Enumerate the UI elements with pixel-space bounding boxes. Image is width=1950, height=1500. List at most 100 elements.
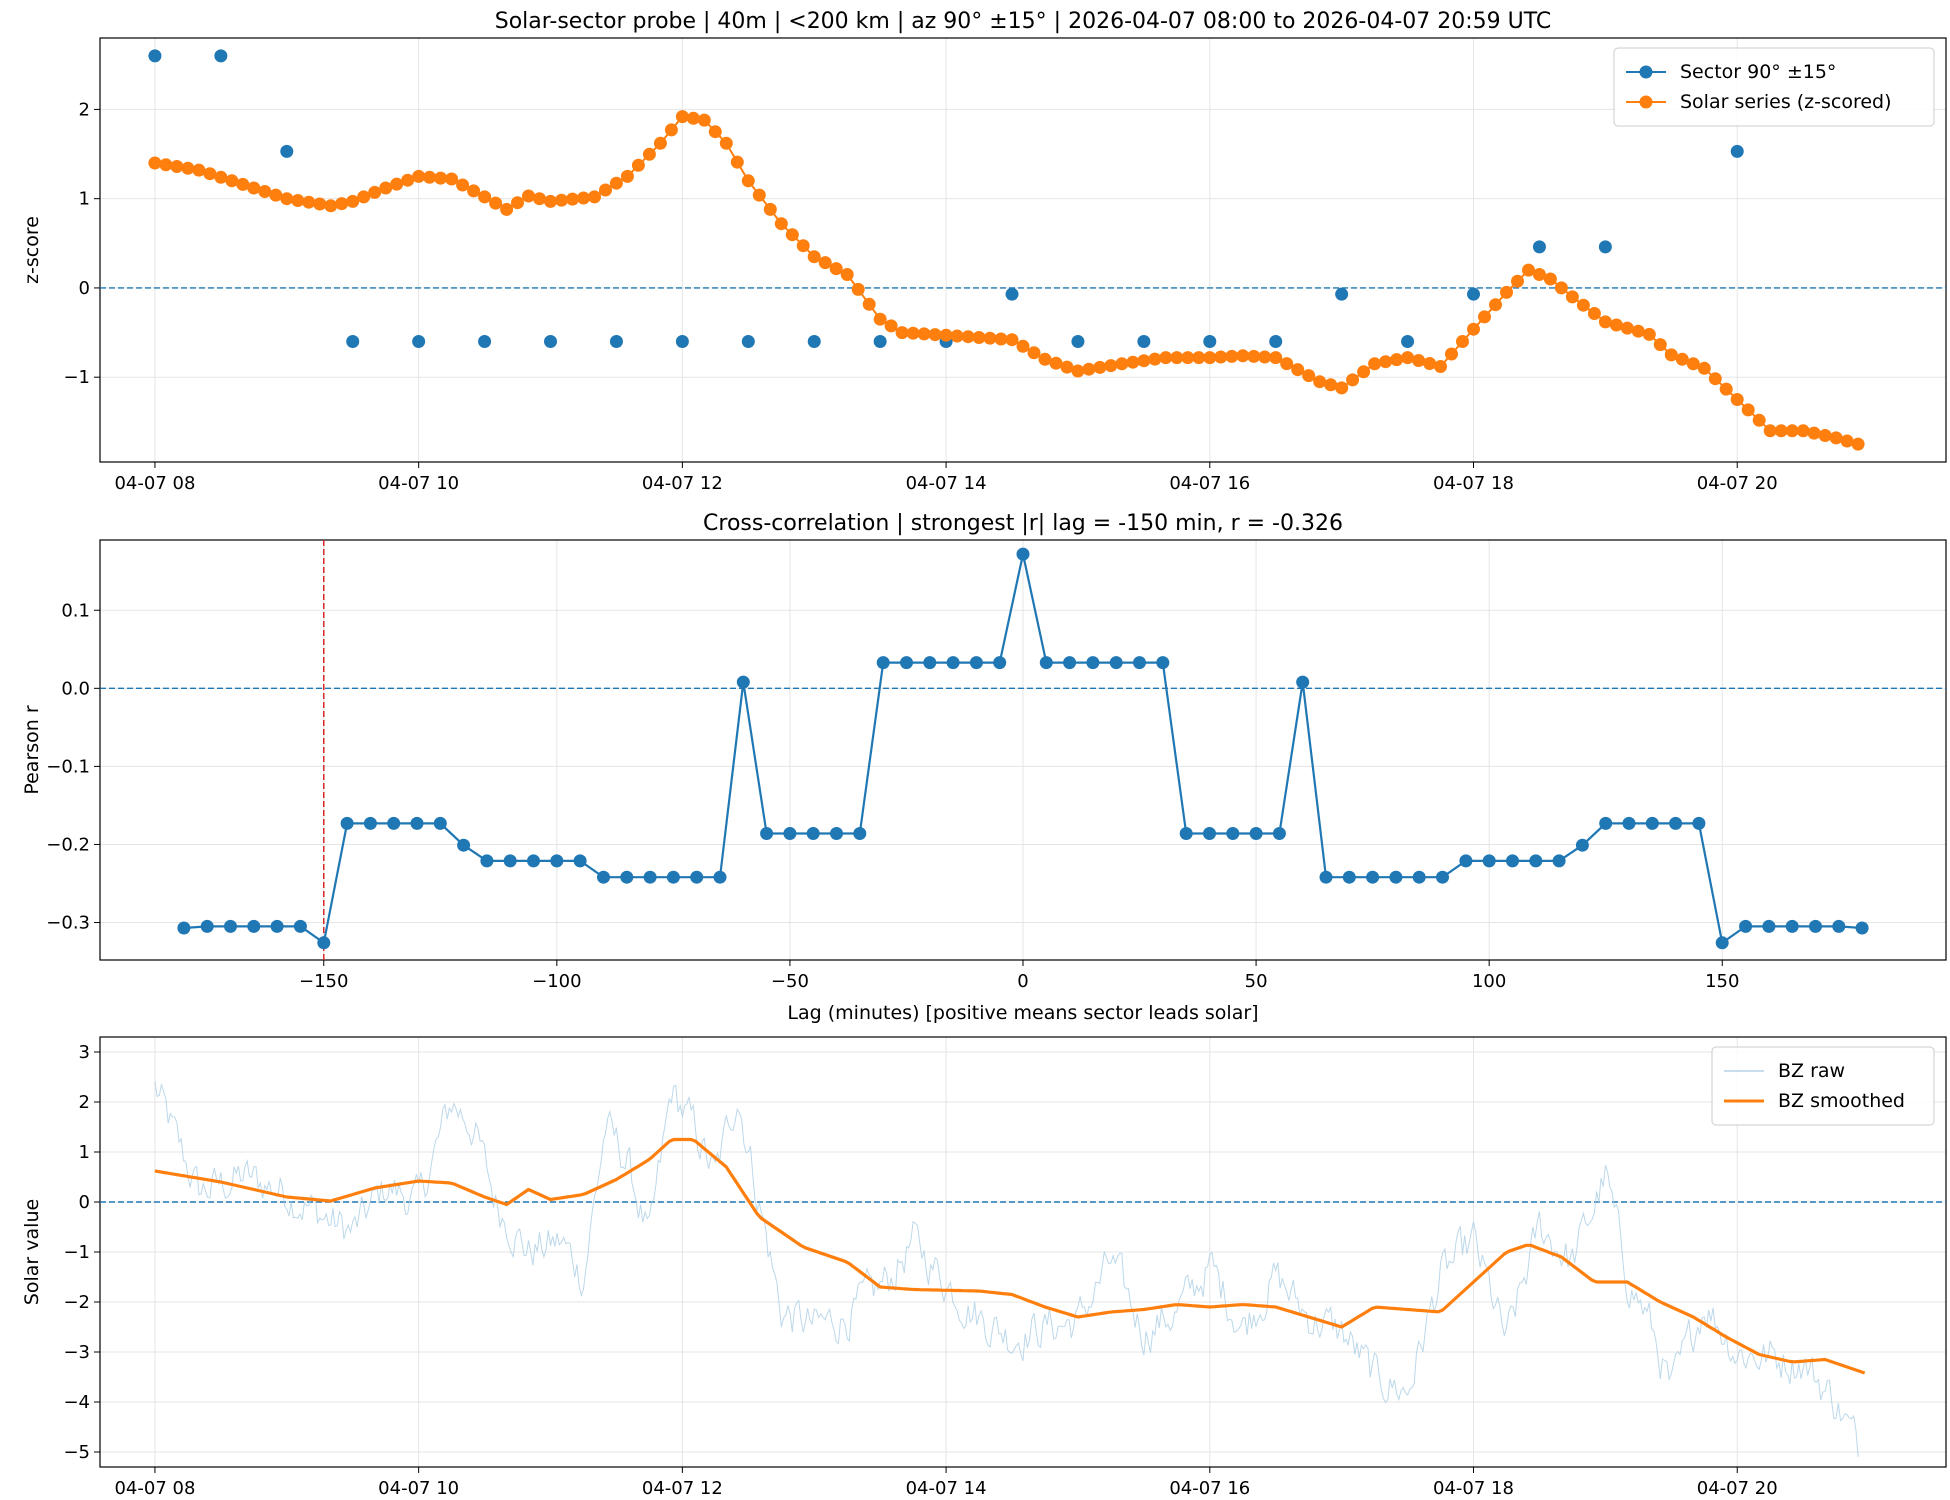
series-raw-line [154,1081,1859,1457]
data-point [1005,333,1019,347]
legend-label: BZ smoothed [1778,1090,1905,1112]
data-point [1071,334,1085,348]
data-point [456,178,470,192]
data-point [1715,936,1729,950]
data-point [1730,144,1744,158]
data-point [434,171,448,185]
axes-frame [99,37,1947,463]
data-point [1236,349,1250,363]
data-point [873,334,887,348]
data-point [313,197,327,211]
data-point [1642,327,1656,341]
data-point [280,192,294,206]
data-point [1086,656,1100,670]
data-point [527,854,540,868]
data-point [1467,287,1481,301]
data-point [708,125,722,139]
data-point [1258,350,1272,364]
data-point [807,334,821,348]
data-point [1133,656,1146,670]
data-point [573,854,587,868]
data-point [972,331,986,344]
data-point [741,174,755,188]
x-tick-label: 04-07 16 [1169,473,1250,494]
data-point [950,329,964,343]
y-tick-label: −5 [63,1442,90,1463]
data-point [270,919,284,933]
data-point [807,250,821,264]
data-point [1708,372,1722,386]
series-correlation [177,547,1869,950]
data-point [225,174,239,188]
data-point [1598,315,1612,329]
data-point [1719,382,1733,396]
series-line [154,115,1859,446]
data-point [1027,346,1041,360]
data-point [796,239,810,253]
data-point [1575,838,1589,852]
data-point [993,656,1007,670]
data-point [1552,854,1566,868]
data-point [1082,362,1096,376]
data-point [690,870,704,884]
data-point [588,190,601,204]
data-point [785,228,799,242]
y-tick-label: −0.1 [46,756,90,777]
data-point [1109,656,1123,670]
data-point [1412,354,1426,367]
data-point [1697,361,1711,375]
data-point [1522,263,1535,277]
data-point [1565,290,1579,304]
data-point [1005,287,1019,301]
data-point [1739,919,1753,933]
legend-marker [1639,65,1653,79]
data-point [1692,816,1706,830]
y-tick-label: −0.3 [46,913,90,934]
data-point [1269,334,1283,348]
y-axis-label: Solar value [21,1199,43,1305]
data-point [1459,854,1473,868]
data-point [686,111,700,125]
data-point [1071,364,1085,378]
data-point [1401,334,1415,348]
data-point [1203,334,1217,348]
data-point [1741,403,1755,417]
x-tick-label: 50 [1245,971,1268,992]
ticks: −150 −100 −50 0 50 100 150 −0.3 −0.2 −0.1 0.0 0.1 [46,600,1739,992]
data-point [609,176,623,190]
data-point [1809,919,1822,933]
x-tick-label: 04-07 08 [114,473,195,494]
data-point [544,194,557,208]
data-point [302,195,316,209]
x-tick-label: −150 [299,971,348,992]
chart-title: Cross-correlation | strongest |r| lag = … [703,511,1343,536]
data-point [1226,827,1240,840]
data-point [939,328,953,342]
data-point [719,136,733,150]
chart-solar-value: 04-07 08 04-07 10 04-07 12 04-07 14 04-07 16… [21,1036,1947,1499]
data-point [675,110,689,124]
data-point [1599,816,1613,830]
data-point [522,189,535,203]
data-point [503,854,517,868]
data-point [1049,356,1063,370]
data-point [317,936,331,950]
data-point [1785,424,1799,438]
data-point [1104,359,1118,373]
data-point [697,113,711,127]
data-point [1063,656,1077,670]
data-point [1774,424,1788,438]
data-point [1511,274,1524,288]
grid [100,540,1946,960]
data-point [478,334,492,348]
data-point [1093,360,1107,374]
data-point [818,256,832,270]
data-point [1291,363,1305,377]
y-tick-label: −3 [63,1342,90,1363]
data-point [1598,240,1612,254]
y-tick-label: 1 [79,189,90,210]
legend-marker [1639,95,1653,109]
data-point [293,919,307,933]
data-point [806,827,820,840]
legend-box [1613,47,1935,127]
